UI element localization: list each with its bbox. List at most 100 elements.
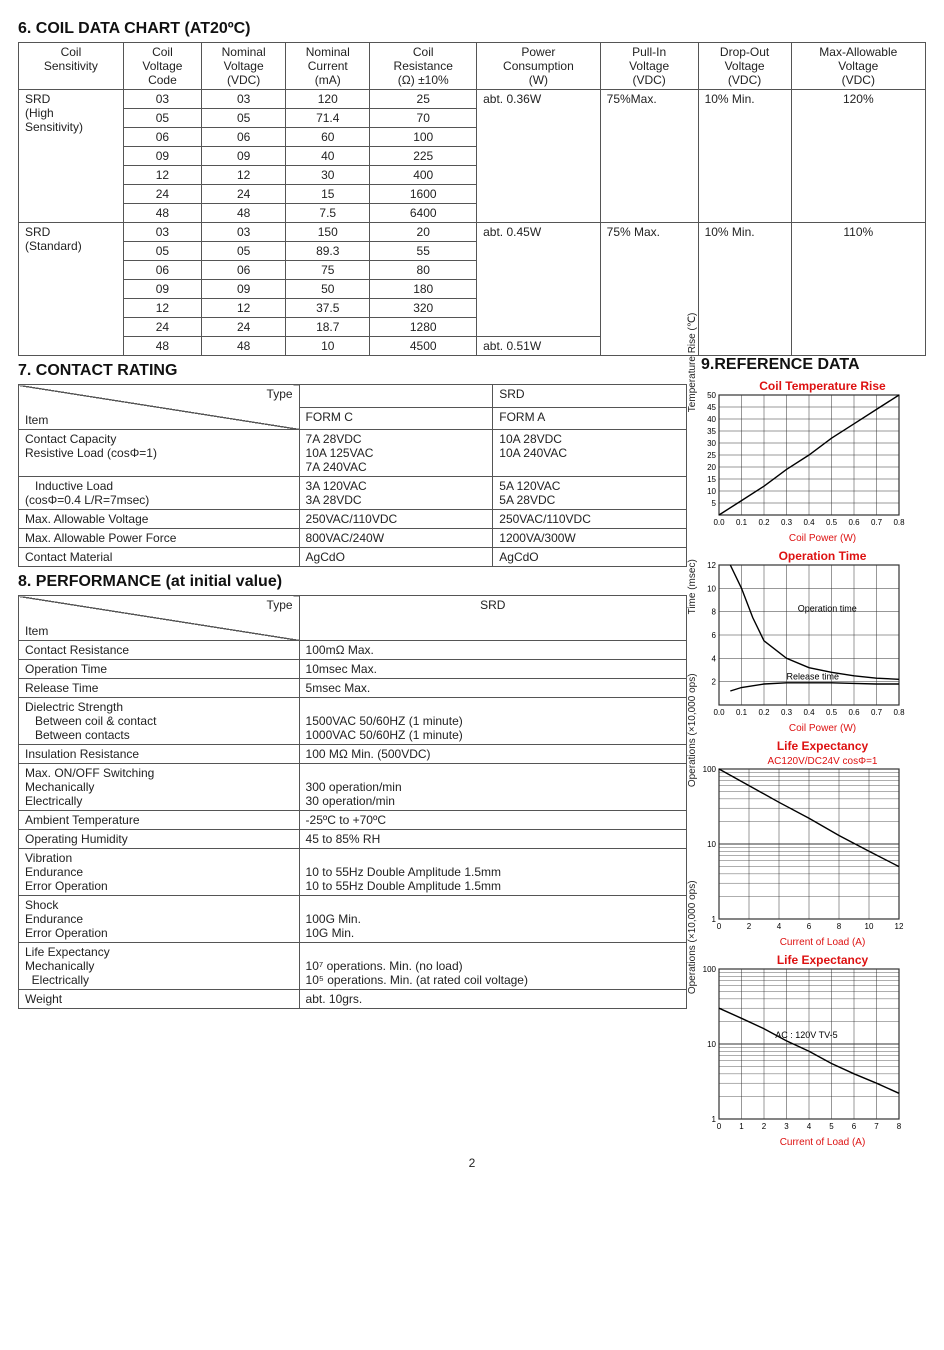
maxv-cell: 110% (791, 223, 925, 356)
perf-val: -25ºC to +70ºC (299, 811, 686, 830)
coil-table-cell: 89.3 (286, 242, 370, 261)
coil-table-header: Max-AllowableVoltage(VDC) (791, 43, 925, 90)
chart-xlabel: Coil Power (W) (719, 533, 926, 544)
svg-text:10: 10 (707, 1040, 716, 1049)
svg-text:5: 5 (712, 499, 717, 508)
coil-table-cell: 7.5 (286, 204, 370, 223)
svg-text:12: 12 (895, 922, 904, 931)
svg-text:4: 4 (712, 655, 717, 664)
svg-text:6: 6 (712, 631, 717, 640)
coil-table-header: NominalCurrent(mA) (286, 43, 370, 90)
coil-table-cell: 03 (202, 223, 286, 242)
svg-text:0: 0 (717, 922, 722, 931)
svg-text:0.3: 0.3 (781, 518, 793, 527)
chart-xlabel: Current of Load (A) (719, 937, 926, 948)
svg-text:0.4: 0.4 (803, 518, 815, 527)
performance-row: Life ExpectancyMechanically Electrically… (19, 943, 687, 990)
chart-3: Life ExpectancyOperations (×10,000 ops)0… (701, 954, 926, 1148)
pullin-cell: 75%Max. (600, 90, 698, 223)
svg-text:0.0: 0.0 (713, 708, 725, 717)
perf-val: 10msec Max. (299, 660, 686, 679)
svg-text:10: 10 (707, 840, 716, 849)
perf-val: 100 MΩ Min. (500VDC) (299, 745, 686, 764)
chart-ylabel: Operations (×10,000 ops) (687, 880, 698, 994)
perf-val: 5msec Max. (299, 679, 686, 698)
coil-table-cell: 15 (286, 185, 370, 204)
svg-text:2: 2 (747, 922, 752, 931)
coil-table-cell: 25 (370, 90, 477, 109)
performance-row: Insulation Resistance100 MΩ Min. (500VDC… (19, 745, 687, 764)
svg-text:0.4: 0.4 (803, 708, 815, 717)
coil-table-cell: 03 (123, 223, 201, 242)
svg-text:2: 2 (762, 1122, 767, 1131)
perf-val: 10⁷ operations. Min. (no load)10⁵ operat… (299, 943, 686, 990)
svg-text:0.2: 0.2 (758, 518, 770, 527)
svg-text:0.7: 0.7 (871, 708, 883, 717)
coil-table-header: Pull-InVoltage(VDC) (600, 43, 698, 90)
coil-table-cell: 48 (202, 204, 286, 223)
coil-table-header: CoilVoltageCode (123, 43, 201, 90)
formc-cell: 800VAC/240W (299, 529, 493, 548)
performance-row: Operation Time10msec Max. (19, 660, 687, 679)
formc-cell: 7A 28VDC10A 125VAC7A 240VAC (299, 430, 493, 477)
contact-rating-row: Max. Allowable Voltage250VAC/110VDC250VA… (19, 510, 687, 529)
svg-text:1: 1 (712, 1115, 717, 1124)
chart-title: Life Expectancy (719, 740, 926, 753)
svg-text:0.3: 0.3 (781, 708, 793, 717)
diag-item-2: Item (25, 624, 48, 638)
coil-table-cell: 03 (202, 90, 286, 109)
coil-table-cell: 1280 (370, 318, 477, 337)
coil-table-cell: 50 (286, 280, 370, 299)
coil-table-cell: 05 (202, 242, 286, 261)
perf-item: Contact Resistance (19, 641, 300, 660)
perf-item: Insulation Resistance (19, 745, 300, 764)
power-cell: abt. 0.45W (477, 223, 601, 337)
svg-text:6: 6 (852, 1122, 857, 1131)
svg-text:20: 20 (707, 463, 716, 472)
contact-rating-row: Contact MaterialAgCdOAgCdO (19, 548, 687, 567)
coil-table-cell: 12 (123, 299, 201, 318)
svg-text:1: 1 (739, 1122, 744, 1131)
coil-table-cell: 20 (370, 223, 477, 242)
coil-table-cell: 71.4 (286, 109, 370, 128)
chart-title: Operation Time (719, 550, 926, 563)
chart-title: Life Expectancy (719, 954, 926, 967)
svg-text:0.8: 0.8 (893, 518, 905, 527)
svg-text:0.5: 0.5 (826, 708, 838, 717)
item-cell: Inductive Load(cosΦ=0.4 L/R=7msec) (19, 477, 300, 510)
power-cell: abt. 0.51W (477, 337, 601, 356)
perf-val: 100G Min.10G Min. (299, 896, 686, 943)
formc-cell: AgCdO (299, 548, 493, 567)
item-cell: Max. Allowable Voltage (19, 510, 300, 529)
svg-text:2: 2 (712, 678, 717, 687)
formc-cell: 3A 120VAC3A 28VDC (299, 477, 493, 510)
coil-table-cell: 06 (123, 128, 201, 147)
coil-table-cell: 06 (123, 261, 201, 280)
svg-text:0.5: 0.5 (826, 518, 838, 527)
svg-text:AC : 120V TV-5: AC : 120V TV-5 (775, 1030, 837, 1040)
svg-text:100: 100 (703, 965, 717, 974)
coil-sensitivity-label: SRD(HighSensitivity) (19, 90, 124, 223)
coil-table-cell: 60 (286, 128, 370, 147)
coil-table-cell: 48 (123, 337, 201, 356)
svg-text:0.6: 0.6 (848, 518, 860, 527)
coil-table-cell: 12 (123, 166, 201, 185)
page-number: 2 (18, 1156, 926, 1170)
svg-text:0: 0 (717, 1122, 722, 1131)
coil-table-cell: 48 (123, 204, 201, 223)
coil-sensitivity-label: SRD(Standard) (19, 223, 124, 356)
coil-table-cell: 70 (370, 109, 477, 128)
perf-item: Life ExpectancyMechanically Electrically (19, 943, 300, 990)
svg-text:10: 10 (707, 487, 716, 496)
svg-text:1: 1 (712, 915, 717, 924)
perf-item: Ambient Temperature (19, 811, 300, 830)
perf-item: Release Time (19, 679, 300, 698)
coil-table-cell: 24 (123, 185, 201, 204)
perf-val: 1500VAC 50/60HZ (1 minute)1000VAC 50/60H… (299, 698, 686, 745)
coil-table-cell: 03 (123, 90, 201, 109)
perf-item: Weight (19, 990, 300, 1009)
performance-row: Weightabt. 10grs. (19, 990, 687, 1009)
svg-text:0.1: 0.1 (736, 708, 748, 717)
svg-text:25: 25 (707, 451, 716, 460)
performance-row: Dielectric Strength Between coil & conta… (19, 698, 687, 745)
